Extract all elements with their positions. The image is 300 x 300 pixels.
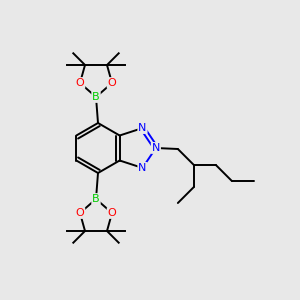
Text: N: N [138,123,147,133]
Text: N: N [138,163,147,173]
Text: O: O [76,208,84,218]
Text: O: O [108,78,116,88]
Text: N: N [152,143,160,153]
Text: O: O [76,78,84,88]
Text: O: O [108,208,116,218]
Text: B: B [92,92,100,102]
Text: B: B [92,194,100,204]
